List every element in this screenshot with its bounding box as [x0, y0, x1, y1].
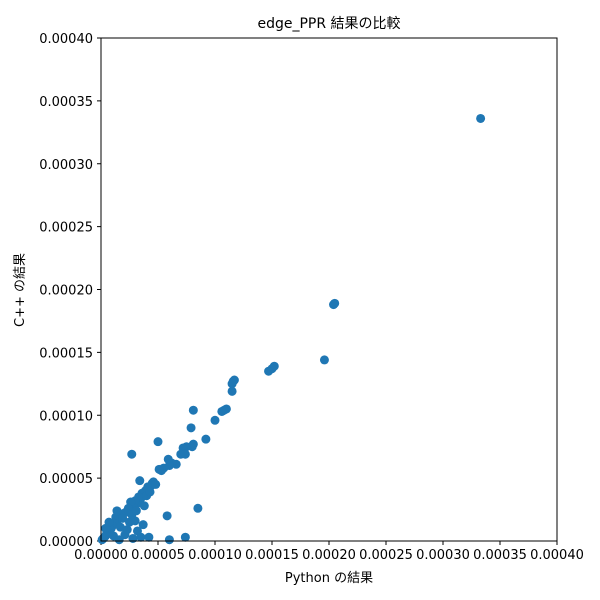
chart-title: edge_PPR 結果の比較 — [257, 16, 400, 32]
data-point — [127, 449, 137, 459]
x-tick-label: 0.00015 — [245, 548, 299, 563]
data-point — [154, 464, 164, 474]
data-point — [210, 415, 220, 425]
data-point — [227, 386, 237, 396]
data-point — [180, 532, 190, 542]
data-point — [122, 525, 132, 535]
x-tick-label: 0.00000 — [74, 548, 128, 563]
data-point — [330, 298, 340, 308]
x-tick-label: 0.00025 — [359, 548, 413, 563]
data-point — [163, 454, 173, 464]
x-axis-ticks: 0.00000 0.00005 0.00010 0.00015 0.00020 0.000… — [74, 541, 584, 563]
plot-frame — [100, 37, 558, 542]
y-axis-ticks: 0.00000 0.00005 0.00010 0.00015 0.00020 0.000… — [39, 32, 101, 550]
data-point — [139, 501, 149, 511]
y-tick-label: 0.00035 — [39, 95, 93, 110]
y-tick-label: 0.00010 — [39, 409, 93, 424]
data-point — [193, 503, 203, 513]
data-point — [115, 522, 125, 532]
x-tick-label: 0.00010 — [188, 548, 242, 563]
x-axis-label: Python の結果 — [285, 571, 373, 586]
data-point — [97, 535, 107, 545]
data-point — [131, 506, 141, 516]
data-point — [217, 406, 227, 416]
y-tick-label: 0.00015 — [39, 346, 93, 361]
y-tick-label: 0.00025 — [39, 221, 93, 236]
data-point — [188, 405, 198, 415]
data-point — [145, 487, 155, 497]
data-point — [144, 532, 154, 542]
data-point — [180, 449, 190, 459]
data-point — [138, 520, 148, 530]
x-tick-label: 0.00040 — [530, 548, 584, 563]
data-point — [227, 379, 237, 389]
data-point — [118, 513, 128, 523]
x-tick-label: 0.00035 — [473, 548, 527, 563]
data-point — [162, 511, 172, 521]
data-point — [114, 535, 124, 545]
x-tick-label: 0.00030 — [416, 548, 470, 563]
x-tick-label: 0.00020 — [302, 548, 356, 563]
data-point — [135, 476, 145, 486]
data-point — [319, 355, 329, 365]
y-tick-label: 0.00005 — [39, 472, 93, 487]
data-point — [101, 523, 111, 533]
y-tick-label: 0.00030 — [39, 158, 93, 173]
data-point — [264, 366, 274, 376]
data-point — [476, 113, 486, 123]
y-axis-label: C++ の結果 — [13, 253, 28, 327]
y-tick-label: 0.00040 — [39, 32, 93, 47]
data-point — [151, 479, 161, 489]
data-point — [112, 506, 122, 516]
data-point — [136, 532, 146, 542]
data-point — [201, 434, 211, 444]
data-point — [128, 533, 138, 543]
data-point — [164, 535, 174, 545]
data-point — [186, 423, 196, 433]
y-tick-label: 0.00020 — [39, 284, 93, 299]
x-tick-label: 0.00005 — [131, 548, 185, 563]
y-tick-label: 0.00000 — [39, 535, 93, 550]
data-point — [153, 437, 163, 447]
scatter-points — [97, 113, 486, 545]
